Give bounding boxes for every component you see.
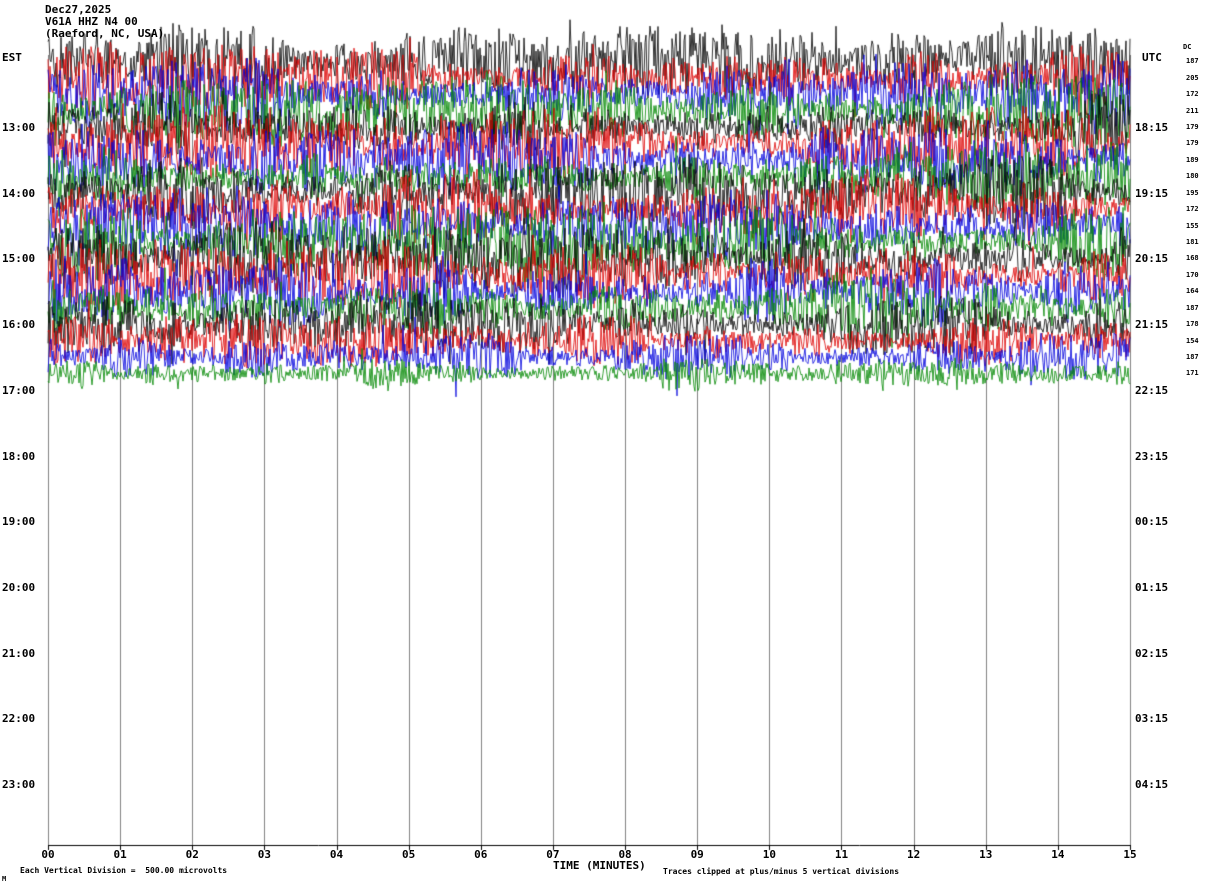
dc-offset-value: 171 <box>1186 369 1199 378</box>
x-tick-label: 11 <box>834 848 849 861</box>
dc-offset-value: 154 <box>1186 336 1199 345</box>
right-time-label: 02:15 <box>1135 646 1169 660</box>
dc-offset-value: 205 <box>1186 73 1199 82</box>
x-tick-label: 09 <box>690 848 704 861</box>
x-tick-label: 05 <box>402 848 416 861</box>
right-time-label: 04:15 <box>1135 778 1169 791</box>
dc-offset-value: 178 <box>1186 320 1199 329</box>
x-tick-label: 14 <box>1051 848 1065 861</box>
left-time-label: 23:00 <box>2 778 36 791</box>
location-label: (Raeford, NC, USA) <box>45 27 165 40</box>
station-label: V61A HHZ N4 00 <box>45 15 138 28</box>
x-axis-title: TIME (MINUTES) <box>553 859 646 872</box>
dc-offset-value: 172 <box>1186 205 1199 214</box>
dc-offset-value: 187 <box>1186 57 1199 66</box>
dc-offset-value: 189 <box>1186 155 1199 164</box>
x-tick-label: 01 <box>113 848 127 861</box>
right-time-label: 22:15 <box>1135 383 1169 397</box>
corner-mark: M <box>2 875 7 883</box>
right-time-label: 20:15 <box>1135 252 1169 266</box>
clip-note: Traces clipped at plus/minus 5 vertical … <box>663 867 900 876</box>
left-time-label: 16:00 <box>2 318 36 332</box>
x-tick-label: 12 <box>906 848 921 861</box>
dc-offset-value: 211 <box>1186 106 1199 115</box>
dc-offset-value: 170 <box>1186 270 1199 279</box>
left-time-label: 21:00 <box>2 646 36 660</box>
dc-offset-value: 164 <box>1186 287 1199 296</box>
left-time-label: 22:00 <box>2 712 36 726</box>
right-time-label: 23:15 <box>1135 449 1169 463</box>
right-time-label: 18:15 <box>1135 121 1169 134</box>
right-time-label: 03:15 <box>1135 712 1169 726</box>
dc-offset-value: 168 <box>1186 254 1199 263</box>
dc-offset-value: 172 <box>1186 90 1199 99</box>
left-time-label: 17:00 <box>2 383 36 397</box>
x-tick-label: 00 <box>41 848 55 861</box>
division-note: Each Vertical Division = 500.00 microvol… <box>20 866 228 875</box>
dc-offset-value: 181 <box>1186 237 1199 246</box>
dc-offset-value: 195 <box>1186 188 1199 197</box>
date-label: Dec27,2025 <box>45 3 112 16</box>
x-tick-label: 15 <box>1123 848 1137 861</box>
left-time-label: 18:00 <box>2 449 36 463</box>
x-tick-label: 13 <box>979 848 993 861</box>
left-time-label: 13:00 <box>2 121 36 134</box>
left-time-label: 19:00 <box>2 515 36 529</box>
right-time-label: 21:15 <box>1135 318 1169 332</box>
x-tick-label: 03 <box>257 848 272 861</box>
dc-column-header: DC <box>1183 43 1192 51</box>
right-axis-title: UTC <box>1142 51 1162 64</box>
dc-offset-value: 187 <box>1186 303 1199 312</box>
dc-offset-value: 187 <box>1186 352 1199 361</box>
right-time-label: 01:15 <box>1135 580 1169 594</box>
left-time-label: 20:00 <box>2 580 36 594</box>
x-tick-label: 04 <box>329 848 344 861</box>
dc-offset-value: 155 <box>1186 221 1199 230</box>
right-time-label: 00:15 <box>1135 515 1169 529</box>
dc-offset-value: 180 <box>1186 172 1199 181</box>
x-tick-label: 02 <box>185 848 199 861</box>
x-tick-label: 06 <box>474 848 488 861</box>
dc-offset-value: 179 <box>1186 123 1199 131</box>
right-time-label: 19:15 <box>1135 186 1169 200</box>
left-time-label: 15:00 <box>2 252 36 266</box>
x-tick-label: 07 <box>546 848 560 861</box>
left-time-label: 14:00 <box>2 186 36 200</box>
x-tick-label: 10 <box>762 848 776 861</box>
x-tick-label: 08 <box>618 848 632 861</box>
dc-offset-value: 179 <box>1186 139 1199 148</box>
left-axis-title: EST <box>2 51 22 64</box>
